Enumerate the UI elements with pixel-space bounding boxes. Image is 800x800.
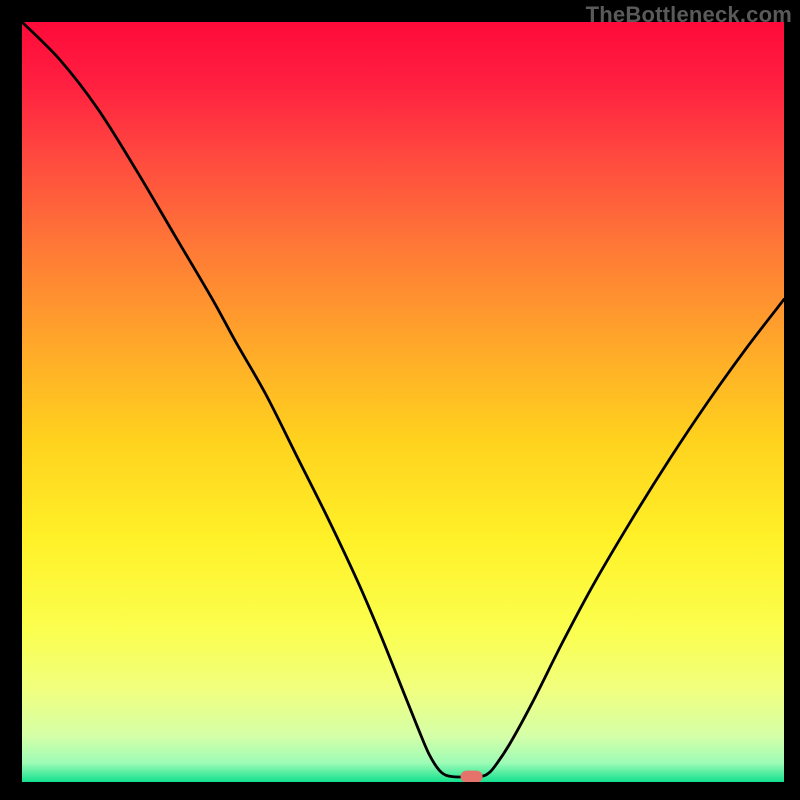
optimal-marker [461, 771, 483, 782]
chart-svg [22, 22, 784, 782]
gradient-background [22, 22, 784, 782]
chart-frame: TheBottleneck.com [0, 0, 800, 800]
plot-area [22, 22, 784, 782]
